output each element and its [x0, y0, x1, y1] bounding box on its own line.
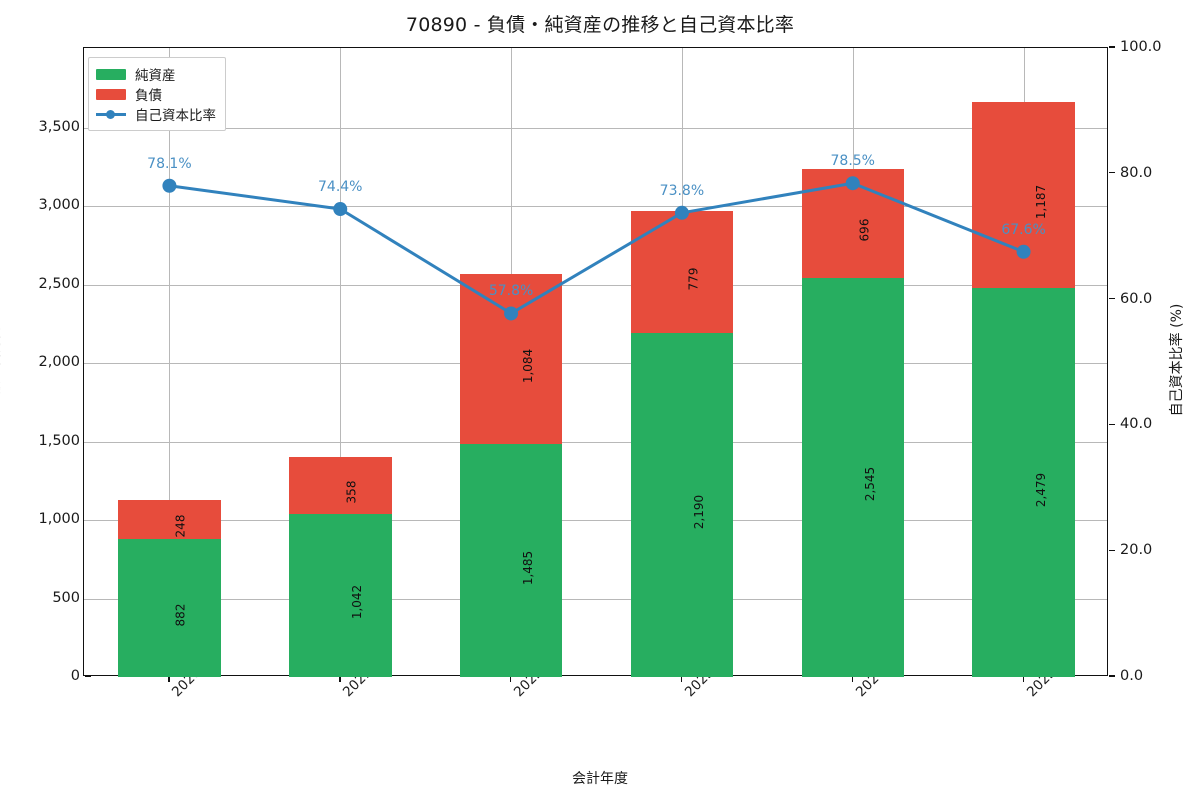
- tick-text: 3,000: [38, 197, 80, 214]
- tick-mark: [1109, 549, 1115, 551]
- y-axis-left-label: 金額（百万円）: [0, 311, 3, 409]
- x-axis-tick-label: 2024年03月期: [850, 624, 929, 700]
- legend-swatch-icon: [96, 68, 126, 80]
- y-axis-right-label: 自己資本比率 (%): [1169, 303, 1185, 417]
- chart-legend: 純資産負債自己資本比率: [88, 57, 226, 131]
- bar-segment-liabilities[interactable]: 358: [289, 457, 392, 514]
- ratio-value-label: 78.5%: [830, 153, 875, 170]
- tick-text: 2,500: [38, 275, 80, 292]
- ratio-line-series: [162, 176, 1031, 321]
- y-axis-right-tick-label: 80.0: [1109, 165, 1152, 181]
- ratio-value-label: 73.8%: [659, 182, 705, 199]
- legend-label: 純資産: [135, 68, 176, 84]
- x-axis-tick-mark: [851, 676, 854, 682]
- plot-area: 882 248 1,042 358 1,485 1,084 2,190 779 2,545 696…: [83, 47, 1108, 677]
- gridline-vertical: [169, 48, 171, 675]
- ratio-value-label: 78.1%: [147, 155, 192, 172]
- tick-text: 40.0: [1120, 416, 1153, 433]
- x-axis-tick-mark: [339, 676, 341, 682]
- y-axis-right-tick-label: 40.0: [1109, 416, 1152, 432]
- x-axis-label: 会計年度: [572, 771, 628, 787]
- ratio-data-point[interactable]: [1016, 244, 1031, 259]
- bar-segment-equity[interactable]: 1,485: [459, 444, 563, 677]
- x-axis-tick-label: 2025年03月期: [1021, 624, 1099, 700]
- x-axis-tick-label: 2023年03月期: [679, 624, 758, 700]
- y-axis-right-tick-label: 20.0: [1109, 542, 1152, 558]
- ratio-data-point[interactable]: [162, 178, 177, 193]
- bar-segment-equity[interactable]: 2,479: [972, 288, 1075, 677]
- legend-label: 自己資本比率: [135, 108, 216, 124]
- gridline-horizontal: [84, 206, 1107, 208]
- x-axis-tick-label: 2021年03月期: [337, 624, 416, 700]
- ratio-data-point[interactable]: [333, 202, 348, 217]
- tick-text: 500: [52, 589, 80, 606]
- bar-segment-equity[interactable]: 2,190: [630, 333, 734, 677]
- chart-title: 70890 - 負債・純資産の推移と自己資本比率: [405, 14, 795, 36]
- tick-mark: [1109, 675, 1115, 677]
- tick-text: 60.0: [1120, 290, 1153, 307]
- gridline-horizontal: [84, 520, 1107, 522]
- tick-text: 0: [70, 668, 80, 684]
- gridline-horizontal: [84, 441, 1107, 443]
- ratio-line-path: [167, 181, 1026, 315]
- bar-segment-equity[interactable]: 2,545: [801, 277, 904, 677]
- y-axis-right-tick-label: 100.0: [1109, 39, 1162, 55]
- gridline-horizontal: [84, 363, 1107, 365]
- legend-item[interactable]: 純資産: [96, 64, 216, 84]
- tick-mark: [1109, 172, 1115, 174]
- gridline-horizontal: [84, 284, 1107, 286]
- legend-swatch-icon: [96, 88, 126, 100]
- x-axis-tick-label: 2022年03月期: [508, 624, 587, 700]
- tick-text: 1,000: [38, 511, 80, 528]
- legend-item[interactable]: 負債: [96, 84, 216, 104]
- bar-segment-liabilities[interactable]: 1,084: [459, 274, 563, 445]
- legend-item[interactable]: 自己資本比率: [96, 104, 216, 124]
- gridline-vertical: [340, 48, 342, 675]
- x-axis-tick-mark: [1022, 676, 1024, 682]
- legend-label: 負債: [135, 88, 162, 104]
- x-axis-tick-mark: [680, 676, 683, 682]
- y-axis-right-tick-label: 60.0: [1109, 291, 1152, 307]
- x-axis-tick-label: 2020年03月期: [166, 624, 245, 700]
- y-axis-right-tick-label: 0.0: [1109, 668, 1143, 684]
- ratio-value-label: 74.4%: [318, 179, 363, 196]
- tick-text: 3,500: [38, 118, 80, 135]
- x-axis-tick-mark: [168, 676, 170, 682]
- ratio-data-point[interactable]: [504, 306, 519, 321]
- tick-text: 2,000: [38, 354, 80, 371]
- ratio-value-label: 67.6%: [1001, 221, 1046, 238]
- x-axis-tick-mark: [510, 676, 512, 682]
- bar-segment-equity[interactable]: 1,042: [289, 513, 392, 677]
- bar-segment-liabilities[interactable]: 248: [118, 499, 221, 539]
- tick-mark: [1109, 46, 1115, 48]
- tick-text: 80.0: [1120, 164, 1153, 181]
- tick-text: 0.0: [1120, 668, 1144, 684]
- tick-mark: [1109, 297, 1115, 300]
- ratio-data-point[interactable]: [674, 205, 689, 220]
- legend-line-marker-icon: [96, 109, 126, 120]
- ratio-data-point[interactable]: [845, 176, 860, 191]
- ratio-value-label: 57.8%: [488, 283, 534, 300]
- bar-segment-equity[interactable]: 882: [118, 538, 221, 677]
- gridline-horizontal: [84, 598, 1107, 600]
- tick-mark: [1109, 423, 1115, 426]
- tick-text: 100.0: [1120, 39, 1162, 55]
- tick-text: 20.0: [1120, 542, 1153, 559]
- gridline-horizontal: [84, 127, 1107, 129]
- tick-text: 1,500: [38, 432, 80, 449]
